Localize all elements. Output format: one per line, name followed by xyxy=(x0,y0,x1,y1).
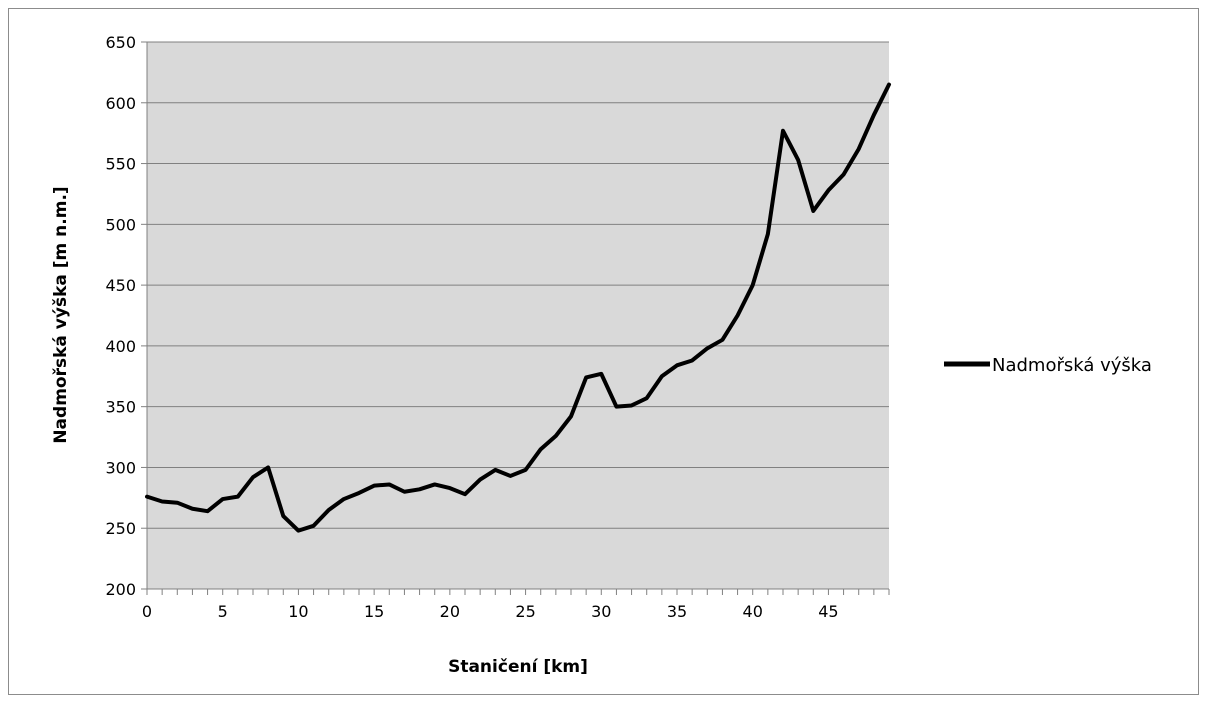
legend-label: Nadmořská výška xyxy=(992,355,1152,376)
x-tick-label: 5 xyxy=(218,602,228,621)
y-tick-label: 550 xyxy=(105,155,136,174)
x-tick-label: 40 xyxy=(743,602,763,621)
plot-area xyxy=(147,42,889,589)
gridlines xyxy=(147,41,889,529)
x-tick-label: 15 xyxy=(364,602,384,621)
x-tick-label: 35 xyxy=(667,602,687,621)
y-axis-title: Nadmořská výška [m n.m.] xyxy=(51,186,71,443)
tick-labels: 200 250 300 350 400 450 500 550 600 650 0 5 10 15 20 25… xyxy=(105,33,838,621)
x-tick-label: 10 xyxy=(288,602,308,621)
legend: Nadmořská výška xyxy=(944,355,1152,376)
y-tick-label: 200 xyxy=(105,580,136,599)
x-tick-label: 20 xyxy=(440,602,460,621)
x-tick-label: 25 xyxy=(515,602,535,621)
data-series xyxy=(145,82,891,533)
x-tick-label: 0 xyxy=(142,602,152,621)
x-axis-title: Staničení [km] xyxy=(448,657,588,677)
x-tick-label: 30 xyxy=(591,602,611,621)
y-tick-label: 250 xyxy=(105,519,136,538)
y-tick-label: 500 xyxy=(105,215,136,234)
y-tick-label: 600 xyxy=(105,94,136,113)
y-tick-label: 450 xyxy=(105,276,136,295)
y-tick-label: 350 xyxy=(105,398,136,417)
series-line xyxy=(145,82,891,533)
y-tick-label: 300 xyxy=(105,458,136,477)
y-tick-label: 650 xyxy=(105,33,136,52)
y-tick-label: 400 xyxy=(105,337,136,356)
x-tick-label: 45 xyxy=(818,602,838,621)
